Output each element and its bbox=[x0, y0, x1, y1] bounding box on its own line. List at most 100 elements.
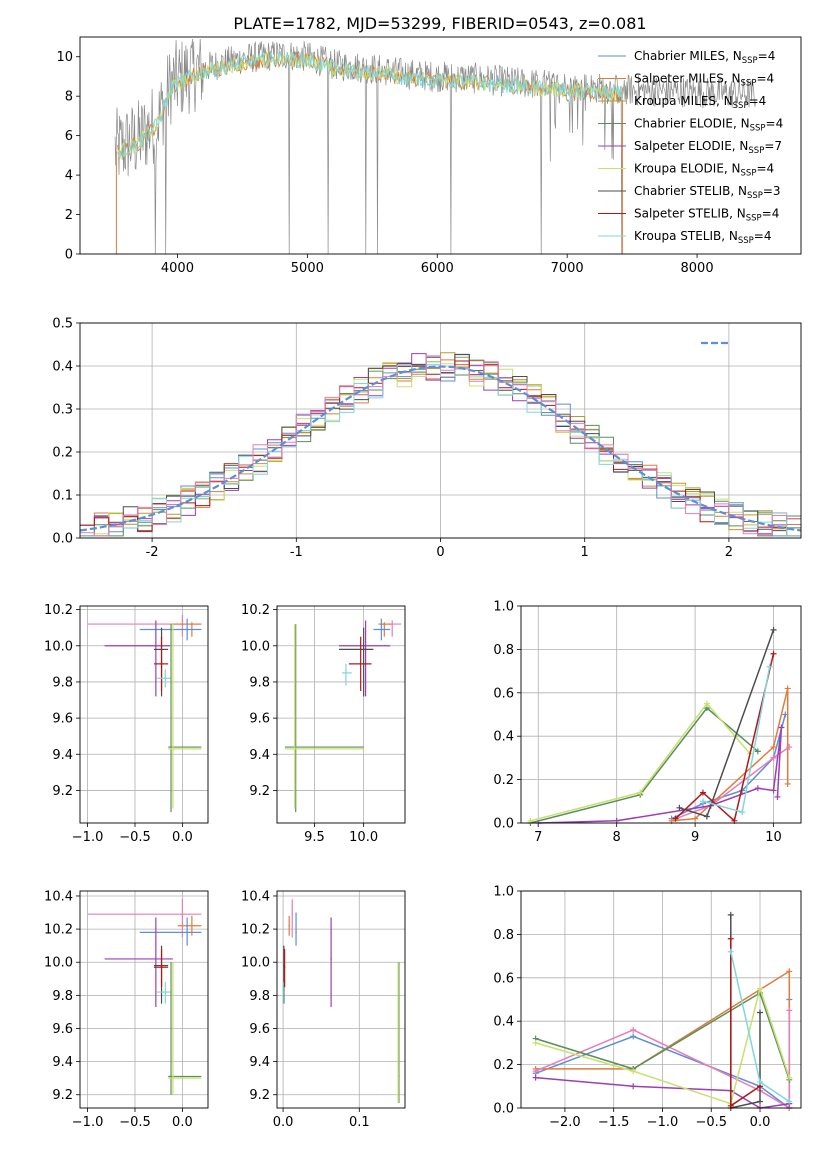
data-point bbox=[330, 958, 332, 960]
weight-marker bbox=[770, 754, 777, 761]
x-tick-label: 0.0 bbox=[172, 830, 193, 845]
figure-title: PLATE=1782, MJD=53299, FIBERID=0543, z=0… bbox=[233, 14, 646, 33]
weight-marker bbox=[727, 935, 734, 942]
y-tick-label: 0 bbox=[65, 248, 73, 263]
weight-marker bbox=[757, 1098, 764, 1105]
y-tick-label: 0.6 bbox=[493, 686, 514, 701]
weight-marker bbox=[770, 744, 777, 751]
legend-subscript: SSP bbox=[738, 236, 754, 246]
legend-name: Salpeter ELODIE, N bbox=[634, 139, 748, 153]
legend-suffix: =3 bbox=[763, 184, 781, 198]
y-tick-label: 10.0 bbox=[241, 639, 270, 654]
mass-age-panel: 9.5 10.0 9.2 9.4 9.6 9.8 10.0 10.2 bbox=[241, 603, 406, 845]
y-tick-label: 0.3 bbox=[52, 403, 73, 418]
data-point bbox=[380, 628, 383, 631]
x-tick-label: 10 bbox=[765, 830, 782, 845]
weight-marker bbox=[770, 787, 777, 794]
weight-marker bbox=[630, 1033, 637, 1040]
data-point bbox=[293, 748, 296, 750]
data-point bbox=[181, 913, 184, 915]
legend-subscript: SSP bbox=[747, 191, 763, 201]
legend-suffix: =4 bbox=[762, 207, 780, 221]
legend-name: Kroupa ELODIE, N bbox=[634, 162, 741, 176]
weight-marker bbox=[727, 948, 734, 955]
legend-subscript: SSP bbox=[741, 79, 757, 89]
y-tick-label: 9.8 bbox=[52, 989, 73, 1004]
weight-series bbox=[530, 706, 759, 824]
y-tick-label: 10.4 bbox=[241, 889, 270, 904]
model-spectrum bbox=[117, 50, 624, 158]
y-tick-label: 10.4 bbox=[44, 889, 73, 904]
x-tick-label: 7 bbox=[534, 830, 542, 845]
legend-suffix: =7 bbox=[764, 139, 782, 153]
legend-entry: Kroupa STELIB, NSSP=4 bbox=[634, 229, 772, 246]
x-tick-label: -2 bbox=[146, 545, 159, 560]
y-tick-label: 9.4 bbox=[249, 748, 270, 763]
weight-series bbox=[530, 702, 751, 822]
y-tick-label: 9.2 bbox=[249, 1088, 270, 1103]
y-tick-label: 9.8 bbox=[52, 675, 73, 690]
x-tick-label: 8000 bbox=[681, 261, 714, 276]
axes-frame bbox=[520, 605, 802, 824]
weight-marker bbox=[757, 1078, 764, 1085]
data-point bbox=[288, 924, 290, 927]
weight-marker bbox=[630, 1068, 637, 1075]
histogram-series bbox=[80, 353, 801, 537]
data-point bbox=[191, 623, 193, 625]
legend-entry: Kroupa ELODIE, NSSP=4 bbox=[634, 162, 774, 179]
y-tick-label: 0.8 bbox=[493, 928, 514, 943]
model-spectrum bbox=[117, 50, 624, 160]
data-point bbox=[362, 648, 365, 651]
weight-marker bbox=[774, 793, 781, 800]
data-point bbox=[172, 748, 174, 750]
x-tick-label: 9.5 bbox=[304, 830, 325, 845]
x-tick-label: 1 bbox=[581, 545, 589, 560]
weight-marker bbox=[532, 1074, 539, 1081]
y-tick-label: 10 bbox=[56, 50, 73, 65]
gaussian-curve bbox=[79, 365, 802, 532]
x-tick-label: 0.0 bbox=[273, 1115, 294, 1130]
x-tick-label: −2.0 bbox=[549, 1115, 581, 1130]
x-tick-label: −1.5 bbox=[598, 1115, 630, 1130]
data-point bbox=[283, 966, 286, 968]
y-tick-label: 9.4 bbox=[249, 1055, 270, 1070]
legend-entry: Chabrier ELODIE, NSSP=4 bbox=[634, 117, 783, 134]
legend-subscript: SSP bbox=[750, 124, 766, 134]
legend-name: Kroupa STELIB, N bbox=[634, 229, 738, 243]
y-tick-label: 9.2 bbox=[249, 784, 270, 799]
data-point bbox=[291, 913, 294, 915]
z-age-panel: −1.0 −0.5 0.0 9.2 9.4 9.6 9.8 10.0 10.2 bbox=[44, 603, 209, 845]
observed-spectrum bbox=[114, 38, 756, 255]
data-point bbox=[160, 966, 163, 968]
x-tick-label: 8 bbox=[613, 830, 621, 845]
y-tick-label: 0.2 bbox=[52, 446, 73, 461]
data-point bbox=[164, 991, 167, 993]
weight-marker bbox=[757, 1009, 764, 1016]
weight-marker bbox=[754, 748, 761, 755]
z-weight-panel: −2.0 −1.5 −1.0 −0.5 0.0 0.0 0.2 0.4 0.6 0.8 1.0 bbox=[493, 885, 802, 1130]
y-tick-label: 1.0 bbox=[493, 885, 514, 900]
data-point bbox=[191, 924, 193, 927]
y-tick-label: 0.8 bbox=[493, 643, 514, 658]
axes-frame bbox=[79, 890, 209, 1109]
data-point bbox=[282, 991, 284, 993]
weight-marker bbox=[532, 1068, 539, 1075]
y-tick-label: 6 bbox=[65, 129, 73, 144]
weight-series bbox=[671, 714, 787, 820]
y-tick-label: 10.2 bbox=[241, 603, 270, 618]
spectrum-panel: 4000 5000 6000 7000 8000 0 2 4 6 8 10 Chabrier MILE… bbox=[56, 36, 802, 276]
axes-frame bbox=[79, 36, 802, 255]
data-point bbox=[170, 1075, 172, 1078]
weight-marker bbox=[770, 650, 777, 657]
legend-name: Chabrier STELIB, N bbox=[634, 184, 747, 198]
y-tick-label: 9.6 bbox=[249, 712, 270, 727]
weight-marker bbox=[739, 809, 746, 816]
y-tick-label: 9.4 bbox=[52, 1055, 73, 1070]
y-tick-label: 9.6 bbox=[52, 1022, 73, 1037]
x-tick-label: −0.5 bbox=[119, 830, 151, 845]
y-tick-label: 9.8 bbox=[249, 989, 270, 1004]
y-tick-label: 0.4 bbox=[493, 730, 514, 745]
z-mass-panel: −1.0 −0.5 0.0 9.2 9.4 9.6 9.8 10.0 10.2 10.4 bbox=[44, 889, 209, 1130]
legend-subscript: SSP bbox=[742, 56, 758, 66]
